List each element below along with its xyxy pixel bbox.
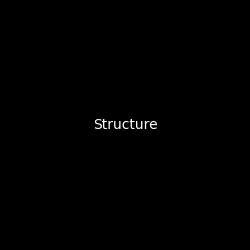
Text: Structure: Structure: [93, 118, 157, 132]
